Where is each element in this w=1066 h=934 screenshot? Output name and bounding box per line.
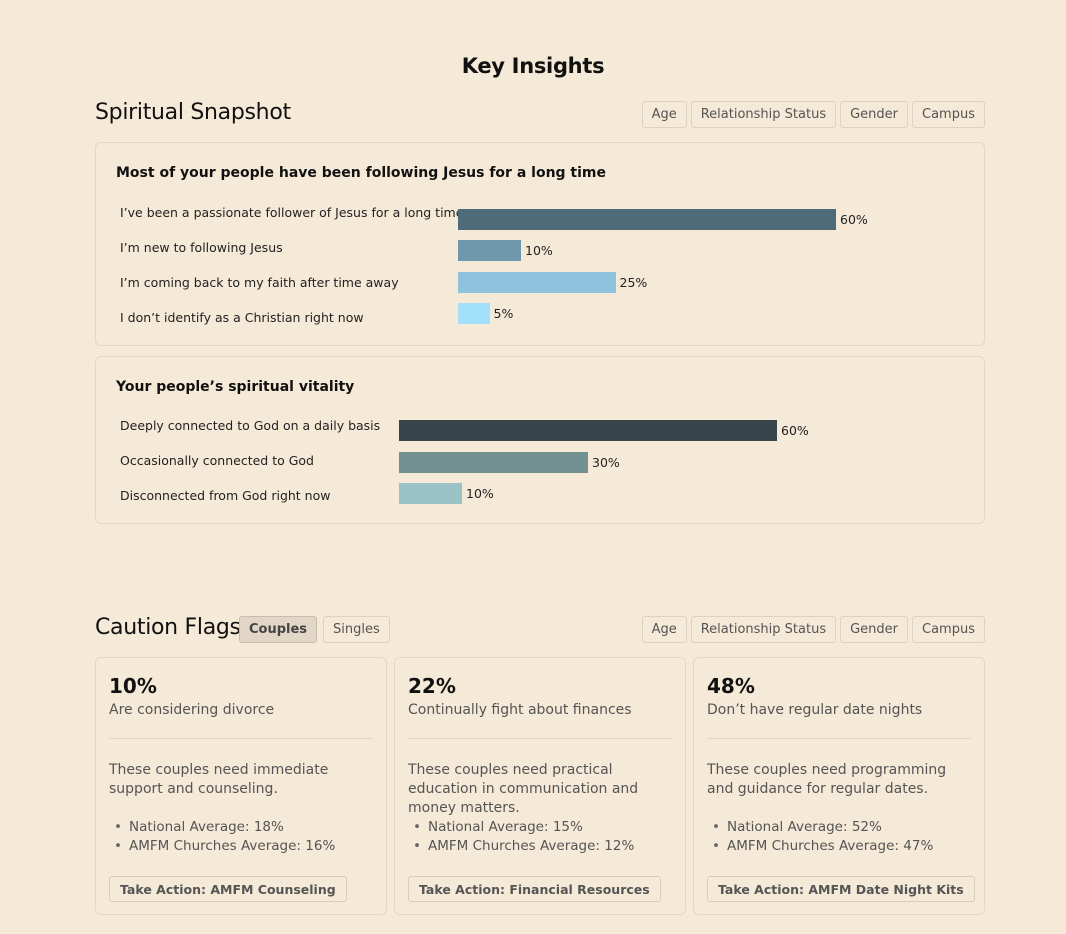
bar <box>399 483 462 504</box>
bar-label: I don’t identify as a Christian right no… <box>120 310 364 325</box>
caution-flags-title: Caution Flags <box>95 615 241 640</box>
bar <box>458 209 836 230</box>
spiritual-snapshot-filters: Age Relationship Status Gender Campus <box>641 101 985 128</box>
take-action-date-night-button[interactable]: Take Action: AMFM Date Night Kits <box>707 876 975 902</box>
page-title: Key Insights <box>461 54 605 78</box>
spiritual-vitality-chart: Your people’s spiritual vitality Deeply … <box>95 356 985 524</box>
card-stat: 10% <box>109 674 157 698</box>
bar-label: Occasionally connected to God <box>120 453 314 468</box>
card-averages-list: National Average: 52% AMFM Churches Aver… <box>707 818 933 856</box>
filter-age[interactable]: Age <box>641 616 687 643</box>
caution-flags-tabs: Couples Singles <box>239 616 390 643</box>
national-average: National Average: 52% <box>707 818 933 837</box>
card-stat: 22% <box>408 674 456 698</box>
following-jesus-chart: Most of your people have been following … <box>95 142 985 346</box>
card-body: These couples need programming and guida… <box>707 762 947 797</box>
filter-campus[interactable]: Campus <box>912 616 985 643</box>
card-averages-list: National Average: 18% AMFM Churches Aver… <box>109 818 335 856</box>
chart-title: Most of your people have been following … <box>116 165 606 181</box>
amfm-churches-average: AMFM Churches Average: 47% <box>707 837 933 856</box>
bar-label: I’m coming back to my faith after time a… <box>120 275 399 290</box>
card-stat: 48% <box>707 674 755 698</box>
filter-relationship-status[interactable]: Relationship Status <box>690 101 837 128</box>
national-average: National Average: 15% <box>408 818 634 837</box>
national-average: National Average: 18% <box>109 818 335 837</box>
card-description: Continually fight about finances <box>408 702 632 718</box>
bar <box>458 302 490 324</box>
filter-gender[interactable]: Gender <box>840 616 909 643</box>
filter-age[interactable]: Age <box>641 101 687 128</box>
caution-card-divorce: 10% Are considering divorce These couple… <box>95 657 387 915</box>
bar-label: Disconnected from God right now <box>120 488 331 503</box>
bar <box>458 240 521 262</box>
filter-relationship-status[interactable]: Relationship Status <box>690 616 837 643</box>
filter-campus[interactable]: Campus <box>912 101 985 128</box>
card-body: These couples need practical education i… <box>408 762 639 816</box>
bar-label: I’ve been a passionate follower of Jesus… <box>120 205 464 220</box>
bar-label: Deeply connected to God on a daily basis <box>120 418 381 433</box>
amfm-churches-average: AMFM Churches Average: 12% <box>408 837 634 856</box>
bar-value-label: 10% <box>525 243 553 259</box>
card-divider <box>408 738 672 739</box>
filter-gender[interactable]: Gender <box>840 101 909 128</box>
card-description: Don’t have regular date nights <box>707 702 923 718</box>
bar <box>399 420 777 441</box>
caution-card-date-nights: 48% Don’t have regular date nights These… <box>693 657 985 915</box>
take-action-financial-button[interactable]: Take Action: Financial Resources <box>408 876 661 902</box>
bar-value-label: 60% <box>840 212 868 227</box>
bar-value-label: 5% <box>493 305 514 321</box>
caution-flags-filters: Age Relationship Status Gender Campus <box>641 616 985 643</box>
bar-value-label: 60% <box>781 423 809 438</box>
bar <box>458 271 616 293</box>
card-averages-list: National Average: 15% AMFM Churches Aver… <box>408 818 634 856</box>
amfm-churches-average: AMFM Churches Average: 16% <box>109 837 335 856</box>
bar-value-label: 30% <box>592 454 620 470</box>
tab-singles[interactable]: Singles <box>323 616 390 643</box>
take-action-counseling-button[interactable]: Take Action: AMFM Counseling <box>109 876 347 902</box>
bar <box>399 451 588 473</box>
tab-couples[interactable]: Couples <box>239 616 318 643</box>
card-divider <box>109 738 373 739</box>
bar-value-label: 25% <box>619 274 648 290</box>
spiritual-snapshot-title: Spiritual Snapshot <box>95 100 291 125</box>
chart-title: Your people’s spiritual vitality <box>116 379 355 395</box>
card-description: Are considering divorce <box>109 702 275 718</box>
card-body: These couples need immediate support and… <box>109 762 329 797</box>
bar-value-label: 10% <box>466 486 494 501</box>
caution-card-finances: 22% Continually fight about finances The… <box>394 657 686 915</box>
card-divider <box>707 738 971 739</box>
bar-label: I’m new to following Jesus <box>120 240 283 255</box>
